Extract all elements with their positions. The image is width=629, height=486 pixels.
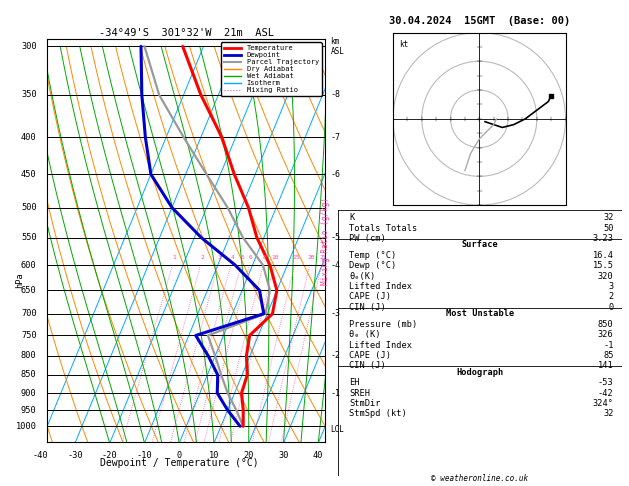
Text: 30.04.2024  15GMT  (Base: 00): 30.04.2024 15GMT (Base: 00) <box>389 16 570 26</box>
Text: 30: 30 <box>278 451 289 460</box>
Text: 20: 20 <box>243 451 254 460</box>
Text: 300: 300 <box>21 42 36 51</box>
Text: -1: -1 <box>330 388 340 398</box>
Text: 5: 5 <box>240 255 244 260</box>
Text: 650: 650 <box>21 286 36 295</box>
Text: Pressure (mb): Pressure (mb) <box>349 320 418 329</box>
Text: EH: EH <box>349 378 360 387</box>
Text: 600: 600 <box>21 260 36 270</box>
Text: CAPE (J): CAPE (J) <box>349 351 391 360</box>
Text: 16.4: 16.4 <box>593 251 613 260</box>
Text: StmDir: StmDir <box>349 399 381 408</box>
Text: 350: 350 <box>21 90 36 100</box>
Text: 20: 20 <box>307 255 314 260</box>
Text: Totals Totals: Totals Totals <box>349 224 418 232</box>
Text: 700: 700 <box>21 309 36 318</box>
Text: θₑ(K): θₑ(K) <box>349 272 376 280</box>
Text: 2: 2 <box>200 255 204 260</box>
Text: 2: 2 <box>608 293 613 301</box>
Text: -40: -40 <box>32 451 48 460</box>
Text: Most Unstable: Most Unstable <box>446 309 514 318</box>
Text: 10: 10 <box>209 451 220 460</box>
Title: -34°49'S  301°32'W  21m  ASL: -34°49'S 301°32'W 21m ASL <box>99 28 274 38</box>
Text: 550: 550 <box>21 233 36 242</box>
Text: Surface: Surface <box>462 240 498 249</box>
Text: 3: 3 <box>218 255 221 260</box>
Text: 1000: 1000 <box>16 422 36 431</box>
Text: θₑ (K): θₑ (K) <box>349 330 381 339</box>
Text: CAPE (J): CAPE (J) <box>349 293 391 301</box>
Text: 326: 326 <box>598 330 613 339</box>
Text: 1: 1 <box>172 255 176 260</box>
Text: -53: -53 <box>598 378 613 387</box>
Text: 3.23: 3.23 <box>593 234 613 243</box>
Text: 500: 500 <box>21 203 36 212</box>
Text: 750: 750 <box>21 331 36 340</box>
Text: PW (cm): PW (cm) <box>349 234 386 243</box>
Text: 0: 0 <box>177 451 182 460</box>
Text: -20: -20 <box>102 451 118 460</box>
Text: 400: 400 <box>21 133 36 141</box>
Text: -1: -1 <box>603 341 613 349</box>
Text: -2: -2 <box>330 351 340 360</box>
Text: -7: -7 <box>330 133 340 141</box>
Text: 324°: 324° <box>593 399 613 408</box>
Text: 0: 0 <box>608 303 613 312</box>
Text: 850: 850 <box>21 370 36 380</box>
Text: 4: 4 <box>230 255 234 260</box>
Text: 950: 950 <box>21 406 36 415</box>
Text: 6: 6 <box>249 255 253 260</box>
Text: 15.5: 15.5 <box>593 261 613 270</box>
Text: 32: 32 <box>603 409 613 418</box>
Text: 450: 450 <box>21 170 36 179</box>
Text: -5: -5 <box>330 233 340 242</box>
Text: 141: 141 <box>598 362 613 370</box>
Text: 850: 850 <box>598 320 613 329</box>
Text: km
ASL: km ASL <box>330 36 344 56</box>
Text: SREH: SREH <box>349 388 370 398</box>
Text: -10: -10 <box>136 451 152 460</box>
Text: -42: -42 <box>598 388 613 398</box>
Text: Lifted Index: Lifted Index <box>349 282 412 291</box>
Text: 320: 320 <box>598 272 613 280</box>
Text: 85: 85 <box>603 351 613 360</box>
Legend: Temperature, Dewpoint, Parcel Trajectory, Dry Adiabat, Wet Adiabat, Isotherm, Mi: Temperature, Dewpoint, Parcel Trajectory… <box>221 42 321 96</box>
Text: 50: 50 <box>603 224 613 232</box>
Text: Temp (°C): Temp (°C) <box>349 251 396 260</box>
Text: 32: 32 <box>603 213 613 222</box>
Text: 15: 15 <box>292 255 299 260</box>
Text: kt: kt <box>399 40 408 49</box>
Text: CIN (J): CIN (J) <box>349 303 386 312</box>
Text: StmSpd (kt): StmSpd (kt) <box>349 409 407 418</box>
Text: Hodograph: Hodograph <box>456 368 504 377</box>
Text: CIN (J): CIN (J) <box>349 362 386 370</box>
Text: 8: 8 <box>263 255 267 260</box>
Text: 25: 25 <box>319 255 326 260</box>
Text: 900: 900 <box>21 388 36 398</box>
Text: -6: -6 <box>330 170 340 179</box>
Text: K: K <box>349 213 354 222</box>
Text: Dewpoint / Temperature (°C): Dewpoint / Temperature (°C) <box>100 458 259 468</box>
Text: 10: 10 <box>272 255 279 260</box>
Text: © weatheronline.co.uk: © weatheronline.co.uk <box>431 474 528 483</box>
Text: Dewp (°C): Dewp (°C) <box>349 261 396 270</box>
Text: LCL: LCL <box>330 425 344 434</box>
Text: -3: -3 <box>330 309 340 318</box>
Text: -8: -8 <box>330 90 340 100</box>
Text: Mixing Ratio (g/kg): Mixing Ratio (g/kg) <box>321 197 330 284</box>
Text: -30: -30 <box>67 451 83 460</box>
Text: -4: -4 <box>330 260 340 270</box>
Text: Lifted Index: Lifted Index <box>349 341 412 349</box>
Text: 800: 800 <box>21 351 36 360</box>
Text: 40: 40 <box>313 451 323 460</box>
Text: hPa: hPa <box>15 273 24 288</box>
Text: 3: 3 <box>608 282 613 291</box>
